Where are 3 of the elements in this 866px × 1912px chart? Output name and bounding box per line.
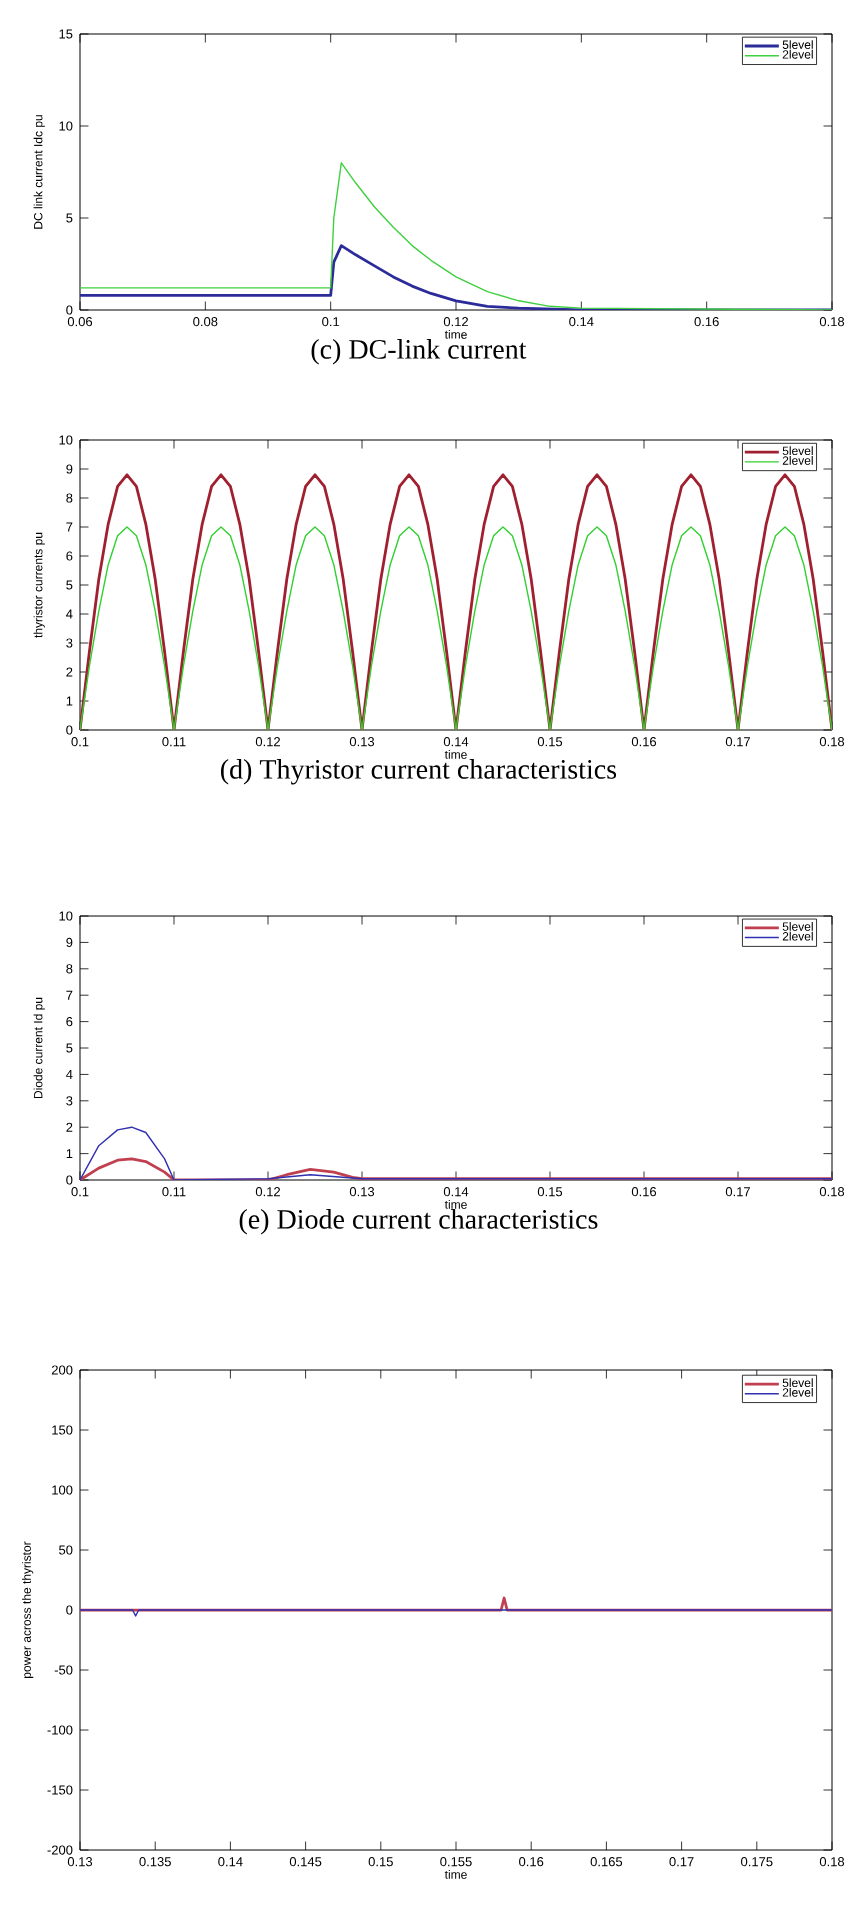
text: (c) DC-link current [311,339,527,365]
text: (e) Diode current characteristics [239,1209,598,1235]
text: (d) Thyristor current characteristics [220,759,617,785]
